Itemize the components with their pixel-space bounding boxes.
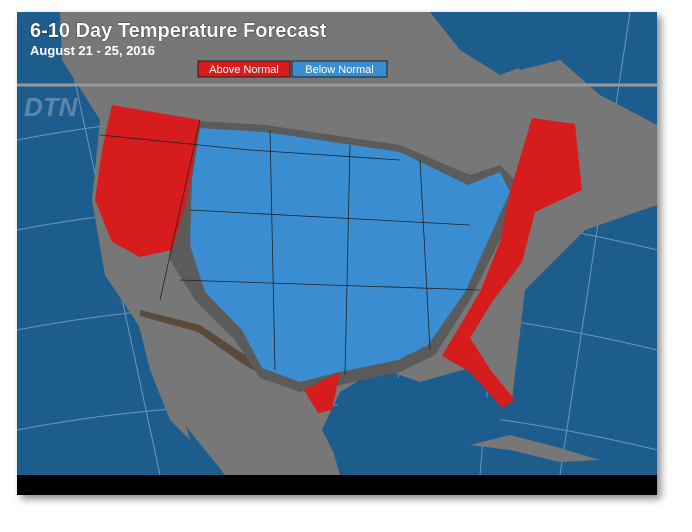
state-borders — [99, 119, 481, 376]
above-normal-west — [95, 105, 200, 257]
above-normal-east — [442, 118, 582, 408]
legend-swatch — [197, 60, 291, 78]
map-area — [17, 12, 657, 475]
legend: Above Normal Below Normal — [197, 60, 388, 78]
title: 6-10 Day Temperature Forecast — [30, 20, 327, 42]
baja — [135, 310, 190, 440]
legend-swatch — [291, 60, 388, 78]
subtitle: August 21 - 25, 2016 — [30, 43, 155, 58]
logo: DTN — [24, 92, 79, 122]
gulf — [330, 370, 500, 475]
hudson-bay — [430, 12, 540, 75]
legend-label: Below Normal — [305, 64, 373, 76]
legend-label: Above Normal — [209, 64, 279, 76]
above-normal-texas — [304, 372, 340, 413]
cuba — [470, 435, 600, 462]
below-normal-region — [190, 128, 510, 382]
